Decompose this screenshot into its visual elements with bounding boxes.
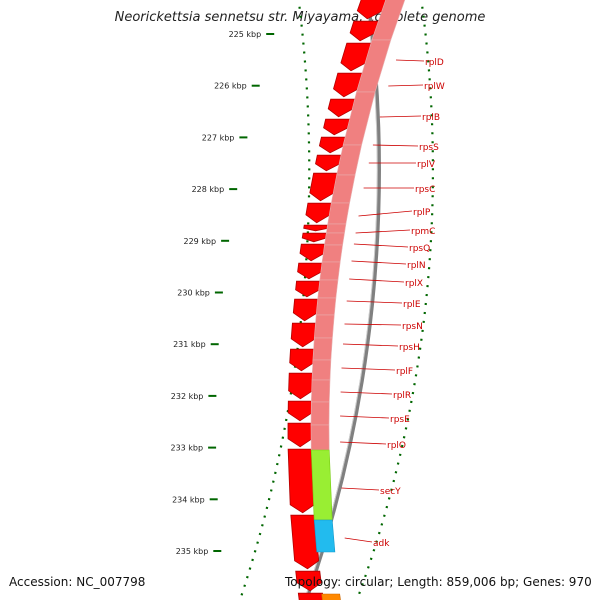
gene-label-rpsS: rpsS <box>419 143 439 153</box>
tick-label: 234 kbp <box>172 495 205 504</box>
gene-label-rpsC: rpsC <box>415 185 435 195</box>
tick-label: 233 kbp <box>170 444 203 453</box>
feature-track <box>310 0 406 600</box>
gene-label-rplR: rplR <box>393 391 411 401</box>
gene-label-rplF: rplF <box>396 367 413 377</box>
ribosomal-track-segment <box>321 244 343 263</box>
cds-arrow <box>287 422 313 448</box>
gene-leader-line <box>340 391 393 395</box>
gene-leader-line <box>351 260 407 265</box>
gene-leader-line <box>341 487 380 491</box>
cds-arrow <box>297 262 324 280</box>
tick-label: 227 kbp <box>202 133 235 142</box>
gene-label-adk: adk <box>373 539 390 549</box>
gene-label-rplP: rplP <box>413 208 431 218</box>
gene-leader-line <box>342 343 399 347</box>
cds-arrow <box>287 400 313 422</box>
gene-label-rpmC: rpmC <box>411 227 435 237</box>
ribosomal-track-segment <box>310 424 330 451</box>
gene-label-rplD: rplD <box>425 58 444 68</box>
ribosomal-track-segment <box>313 314 335 339</box>
cds-arrow <box>290 514 320 570</box>
cds-arrow <box>327 98 357 118</box>
gene-leader-line <box>340 415 390 419</box>
ribosomal-track-segment <box>319 261 341 281</box>
tick-label: 225 kbp <box>229 30 262 39</box>
tick-label: 229 kbp <box>183 237 216 246</box>
cds-arrow <box>295 280 322 298</box>
secY-track-segment <box>310 449 333 521</box>
tick-label: 230 kbp <box>177 289 210 298</box>
ribosomal-track-segment <box>310 379 331 403</box>
cds-arrow <box>287 448 315 514</box>
cds-arrow <box>356 0 387 20</box>
cds-arrow <box>290 322 317 348</box>
gene-leader-line <box>353 243 409 248</box>
gene-label-rplE: rplE <box>403 300 421 310</box>
cds-arrow <box>333 72 364 98</box>
ribosomal-track-segment <box>317 279 339 299</box>
cds-arrow <box>340 42 373 72</box>
gene-label-rplB: rplB <box>422 113 440 123</box>
cds-arrow <box>305 202 333 224</box>
ribosomal-track-segment <box>311 359 332 381</box>
genome-summary-text: Topology: circular; Length: 859,006 bp; … <box>285 575 592 589</box>
cds-arrow <box>349 20 380 42</box>
cds-arrow <box>289 348 316 372</box>
gene-leader-line <box>388 84 424 87</box>
cds-arrow <box>323 118 351 136</box>
cds-track <box>287 0 387 600</box>
cds-arrow <box>301 232 328 243</box>
extra-feature-segment <box>321 593 341 600</box>
tick-label: 231 kbp <box>173 340 206 349</box>
tick-label: 232 kbp <box>171 392 204 401</box>
gene-leader-line <box>344 323 402 326</box>
cds-arrow <box>295 570 322 592</box>
cds-arrow <box>297 592 324 600</box>
ribosomal-track-segment <box>336 144 362 176</box>
gene-leader-line <box>349 278 405 283</box>
gene-leader-line <box>346 300 403 304</box>
gene-leader-line <box>372 144 419 147</box>
gene-labels: rplD rplW rplB rpsS rplV rpsC rplP rpmC rpsQ rplN… <box>340 58 445 549</box>
gene-label-rpsE: rpsE <box>390 415 410 425</box>
gene-leader-line <box>355 229 411 234</box>
ribosomal-track-segment <box>327 202 350 225</box>
gene-label-rplX: rplX <box>405 279 423 289</box>
ribosomal-track-segment <box>312 337 333 361</box>
gene-label-rpsN: rpsN <box>402 322 423 332</box>
cds-arrow <box>315 154 343 172</box>
cds-arrow <box>318 136 347 154</box>
gene-leader-line <box>344 537 373 543</box>
cds-arrow <box>309 172 339 202</box>
gene-leader-line <box>340 441 387 445</box>
tick-marks: 225 kbp 226 kbp 227 kbp 228 kbp 229 kbp 230 k… <box>170 30 275 556</box>
accession-text: Accession: NC_007798 <box>9 575 146 589</box>
gene-label-rplW: rplW <box>424 82 445 92</box>
gene-leader-line <box>395 59 425 62</box>
ribosomal-track-segment <box>325 223 347 234</box>
gene-label-rplV: rplV <box>417 160 436 170</box>
ribosomal-track-segment <box>315 297 337 316</box>
cds-arrow <box>288 372 314 400</box>
ribosomal-track-segment <box>324 232 345 246</box>
gene-label-secY: secY <box>380 487 401 497</box>
gene-label-rpsQ: rpsQ <box>409 244 430 254</box>
tick-label: 235 kbp <box>176 547 209 556</box>
cds-arrow <box>299 243 327 262</box>
tick-label: 226 kbp <box>214 82 247 91</box>
gene-label-rplN: rplN <box>407 261 426 271</box>
gene-leader-line <box>341 367 396 371</box>
ribosomal-track-segment <box>310 401 330 426</box>
adk-track-segment <box>313 519 336 553</box>
gene-leader-line <box>379 115 422 118</box>
gene-leader-line <box>358 210 413 217</box>
tick-label: 228 kbp <box>192 185 225 194</box>
gene-label-rpsH: rpsH <box>399 343 420 353</box>
inner-dotted-ring <box>355 0 434 600</box>
cds-arrow <box>292 298 320 322</box>
cds-arrow <box>303 224 329 232</box>
gene-label-rplO: rplO <box>387 441 406 451</box>
